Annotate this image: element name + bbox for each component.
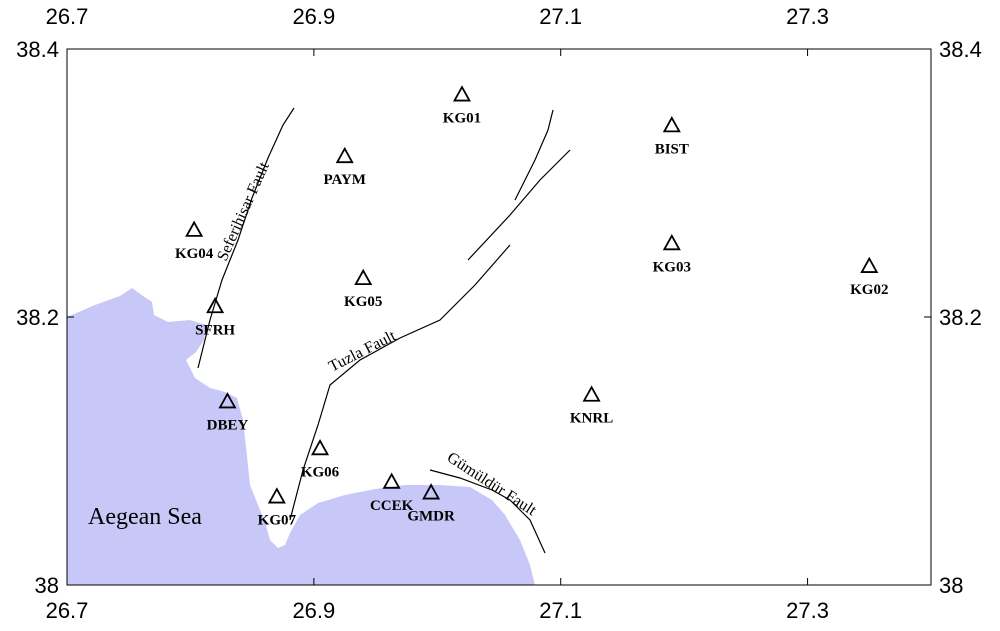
station-marker-icon [582, 385, 601, 402]
station-label: KG07 [258, 513, 297, 529]
station-label: KG03 [653, 259, 691, 275]
station-label: KG04 [175, 246, 214, 262]
station: KG02 [850, 256, 888, 298]
aegean-sea [67, 288, 535, 585]
station: BIST [655, 116, 689, 157]
gumuldur-fault-line [429, 469, 546, 554]
station-marker-icon [354, 268, 373, 286]
station-marker-icon [267, 487, 286, 504]
station-label: SFRH [195, 322, 235, 338]
seferihisar-fault-label: Seferihisar Fault [214, 159, 273, 263]
station-label: KG02 [850, 282, 888, 298]
station: KG04 [175, 220, 214, 262]
y-tick-label-right: 38.2 [939, 305, 982, 330]
station-marker-icon [310, 438, 330, 456]
axis-ticks: 26.7 26.7 26.9 26.9 27.1 27.1 27.3 27.3 38.4 38.4… [16, 4, 982, 623]
y-tick-label-left: 38 [35, 573, 59, 598]
stations-layer: KG01 BIST PAYM KG04 KG03 KG02 KG05 SFRH KNRL DBEY… [175, 85, 888, 529]
station-marker-icon [662, 116, 681, 133]
station: KG01 [443, 85, 481, 127]
x-tick-label-top: 26.7 [46, 4, 89, 29]
station: SFRH [195, 296, 235, 338]
station-label: KG01 [443, 111, 481, 127]
station: CCEK [370, 472, 414, 514]
station-label: DBEY [207, 417, 249, 433]
x-tick-label-bottom: 26.7 [46, 598, 89, 623]
x-tick-label-top: 27.1 [539, 4, 582, 29]
station-marker-icon [206, 296, 225, 314]
tuzla-fault-label: Tuzla Fault [326, 327, 399, 375]
station-marker-icon [662, 233, 681, 251]
station: KG05 [344, 268, 382, 310]
station-label: PAYM [323, 172, 366, 188]
station-label: GMDR [407, 509, 455, 525]
station-marker-icon [382, 472, 401, 489]
station-label: CCEK [370, 498, 414, 514]
x-tick-label-top: 27.3 [786, 4, 829, 29]
sea-label: Aegean Sea [88, 504, 202, 530]
x-tick-label-bottom: 27.1 [539, 598, 582, 623]
station: PAYM [323, 146, 366, 188]
station-label: KG06 [301, 464, 340, 480]
station-label: BIST [655, 141, 689, 157]
station-marker-icon [860, 256, 879, 273]
tuzla-fault-line [289, 244, 511, 521]
tuzla-fault-branch-1 [467, 149, 571, 261]
station: KG07 [258, 487, 297, 529]
seferihisar-fault-line [197, 107, 295, 369]
station-label: KG05 [344, 294, 382, 310]
y-tick-label-left: 38.2 [16, 305, 59, 330]
station: KG03 [653, 233, 691, 275]
station-marker-icon [422, 483, 441, 500]
x-tick-label-bottom: 27.3 [786, 598, 829, 623]
station-marker-icon [452, 85, 472, 102]
station: DBEY [207, 392, 249, 433]
station-marker-icon [335, 146, 354, 164]
y-tick-label-right: 38.4 [939, 37, 982, 62]
station: KNRL [570, 385, 613, 427]
tuzla-fault-branch-2 [514, 109, 554, 201]
x-tick-label-top: 26.9 [292, 4, 335, 29]
station-marker-icon [218, 392, 237, 409]
station-marker-icon [185, 220, 204, 237]
y-tick-label-right: 38 [939, 573, 963, 598]
station: KG06 [301, 438, 340, 480]
y-tick-label-left: 38.4 [16, 37, 59, 62]
station: GMDR [407, 483, 455, 525]
x-tick-label-bottom: 26.9 [292, 598, 335, 623]
station-label: KNRL [570, 411, 613, 427]
